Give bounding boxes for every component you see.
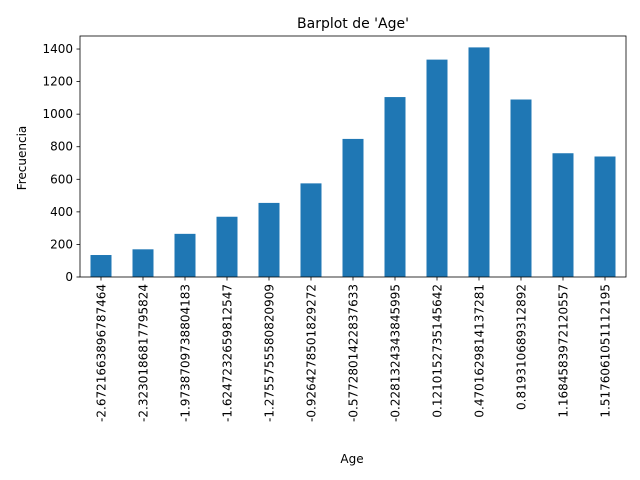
x-tick-label: 0.4701629814137281	[473, 284, 487, 418]
x-tick-label: -1.2755755580820909	[263, 284, 277, 422]
bar	[216, 216, 238, 277]
bar	[552, 153, 574, 277]
chart-title: Barplot de 'Age'	[297, 16, 409, 32]
y-tick-label: 1200	[42, 75, 73, 89]
y-tick-label: 0	[65, 270, 73, 284]
x-tick-label: -1.6247232659812547	[221, 284, 235, 422]
x-tick-label: 0.819310689312892	[515, 284, 529, 410]
bar	[468, 47, 490, 277]
plot-area: 0 200 400 600 800 1000 1200 1400 -2.672166389678…	[42, 35, 627, 422]
x-tick-label: -0.5772801422837633	[347, 284, 361, 422]
x-tick-label: -0.9264278501829272	[305, 284, 319, 422]
x-tick-label: -1.9738709738804183	[179, 284, 193, 422]
x-tick-label: -0.2281324343845995	[389, 284, 403, 422]
x-tick-label: 1.5176061051112195	[599, 284, 613, 418]
bar	[90, 255, 112, 277]
y-tick-label: 1400	[42, 42, 73, 56]
x-tick-label: 1.1684583972120557	[557, 284, 571, 418]
x-axis-title: Age	[340, 452, 363, 466]
x-tick-label: 0.1210152735145642	[431, 284, 445, 418]
x-tick-label: -2.3230186817795824	[137, 284, 151, 422]
y-tick-label: 1000	[42, 107, 73, 121]
y-tick-label: 800	[50, 140, 73, 154]
bar	[426, 59, 448, 278]
bar	[132, 249, 154, 277]
bar	[258, 202, 280, 277]
bar	[510, 99, 532, 277]
y-tick-label: 200	[50, 237, 73, 251]
bar	[300, 183, 322, 277]
bar	[384, 97, 406, 278]
y-tick-label: 400	[50, 205, 73, 219]
y-axis-title: Frecuencia	[15, 126, 29, 191]
axes-frame	[79, 35, 627, 278]
bar	[342, 138, 364, 277]
x-tick-label: -2.6721663896787464	[95, 284, 109, 422]
bar	[594, 156, 616, 277]
bar	[174, 233, 196, 277]
y-tick-label: 600	[50, 172, 73, 186]
